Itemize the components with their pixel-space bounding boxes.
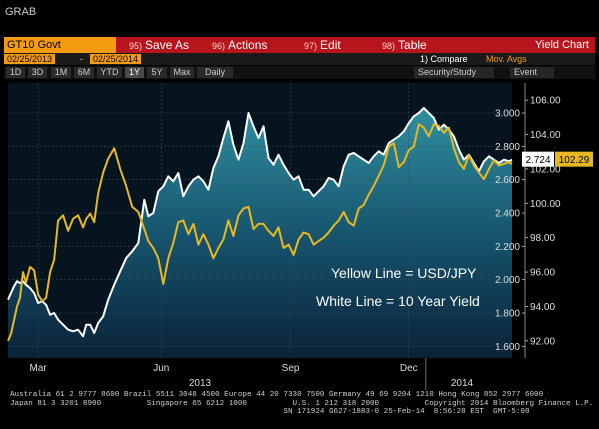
edit-button[interactable]: 97) Edit [304, 37, 341, 53]
save-as-button[interactable]: 95) Save As [129, 37, 189, 53]
yield-tick-label: 1.800 [495, 309, 520, 320]
start-date-field[interactable]: 02/25/2013 [4, 54, 56, 64]
period-max[interactable]: Max [170, 67, 194, 78]
x-tick-label: Mar [29, 363, 47, 374]
yield-tick-label: 2.800 [495, 142, 520, 153]
yield-tick-label: 2.200 [495, 242, 520, 253]
footer-contacts: Australia 61 2 9777 8600 Brazil 5511 304… [10, 391, 593, 417]
period-1m[interactable]: 1M [51, 67, 71, 78]
usdjpy-tick-label: 92.00 [530, 336, 555, 347]
year-label: 2014 [451, 378, 474, 389]
yield-tick-label: 2.000 [495, 275, 520, 286]
period-1y[interactable]: 1Y [125, 67, 144, 78]
last-usdjpy-label: 102.29 [559, 155, 590, 166]
end-date-field[interactable]: 02/25/2014 [90, 54, 142, 64]
edit-label: Edit [320, 38, 341, 52]
table-label: Table [398, 38, 427, 52]
actions-label: Actions [228, 38, 268, 52]
yield-tick-label: 2.600 [495, 175, 520, 186]
period-3d[interactable]: 3D [28, 67, 47, 78]
ticker-field[interactable]: GT10 Govt [4, 37, 116, 53]
mov-avgs-button[interactable]: Mov. Avgs [486, 54, 527, 64]
event-button[interactable]: Event [510, 67, 554, 78]
annotation-white-line: White Line = 10 Year Yield [316, 293, 480, 309]
period-5y[interactable]: 5Y [147, 67, 167, 78]
last-usdjpy-badge [555, 151, 593, 167]
usdjpy-tick-label: 96.00 [530, 268, 555, 279]
edit-num: 97) [304, 41, 318, 51]
period-6m[interactable]: 6M [74, 67, 94, 78]
footer-line-3: SN 171924 G627-1883-0 25-Feb-14 8:56:28 … [10, 408, 530, 417]
yield-tick-label: 1.600 [495, 342, 520, 353]
security-study-button[interactable]: Security/Study [414, 67, 494, 78]
actions-num: 96) [212, 41, 226, 51]
yield-line [7, 107, 513, 338]
annotation-yellow-line: Yellow Line = USD/JPY [331, 265, 477, 281]
period-bar: 1D 3D 1M 6M YTD 1Y 5Y Max Daily Security… [4, 66, 595, 79]
chart-type-title: Yield Chart [534, 39, 589, 51]
period-ytd[interactable]: YTD [97, 67, 122, 78]
footer-line-2: Japan 81 3 3201 8900 Singapore 65 6212 1… [10, 399, 594, 408]
usdjpy-tick-label: 100.00 [530, 199, 561, 210]
usdjpy-tick-label: 98.00 [530, 233, 555, 244]
yield-tick-label: 3.000 [495, 109, 520, 120]
year-label: 2013 [189, 378, 212, 389]
table-num: 98) [382, 41, 396, 51]
x-tick-label: Dec [400, 363, 418, 374]
save-as-label: Save As [145, 38, 190, 52]
save-as-num: 95) [129, 41, 143, 51]
actions-button[interactable]: 96) Actions [212, 37, 267, 53]
date-range-bar: 02/25/2013 - 02/25/2014 1) Compare Mov. … [4, 53, 595, 65]
usdjpy-tick-label: 102.00 [530, 164, 561, 175]
last-yield-badge [522, 151, 554, 167]
yield-area-fill [8, 108, 512, 358]
usdjpy-tick-label: 94.00 [530, 302, 555, 313]
x-tick-label: Jun [153, 363, 169, 374]
usdjpy-tick-label: 106.00 [530, 96, 561, 107]
frequency-select[interactable]: Daily [197, 67, 233, 78]
usdjpy-tick-label: 104.00 [530, 130, 561, 141]
yield-tick-label: 2.400 [495, 209, 520, 220]
window-title: GRAB [5, 6, 37, 18]
period-1d[interactable]: 1D [6, 67, 25, 78]
date-separator: - [80, 54, 83, 64]
footer-line-1: Australia 61 2 9777 8600 Brazil 5511 304… [10, 391, 544, 399]
last-yield-label: 2.724 [525, 155, 550, 166]
table-button[interactable]: 98) Table [382, 37, 427, 53]
function-toolbar: GT10 Govt 95) Save As 96) Actions 97) Edit … [4, 37, 595, 53]
x-tick-label: Sep [282, 363, 300, 374]
usdjpy-line [7, 123, 513, 342]
compare-button[interactable]: 1) Compare [420, 54, 468, 64]
